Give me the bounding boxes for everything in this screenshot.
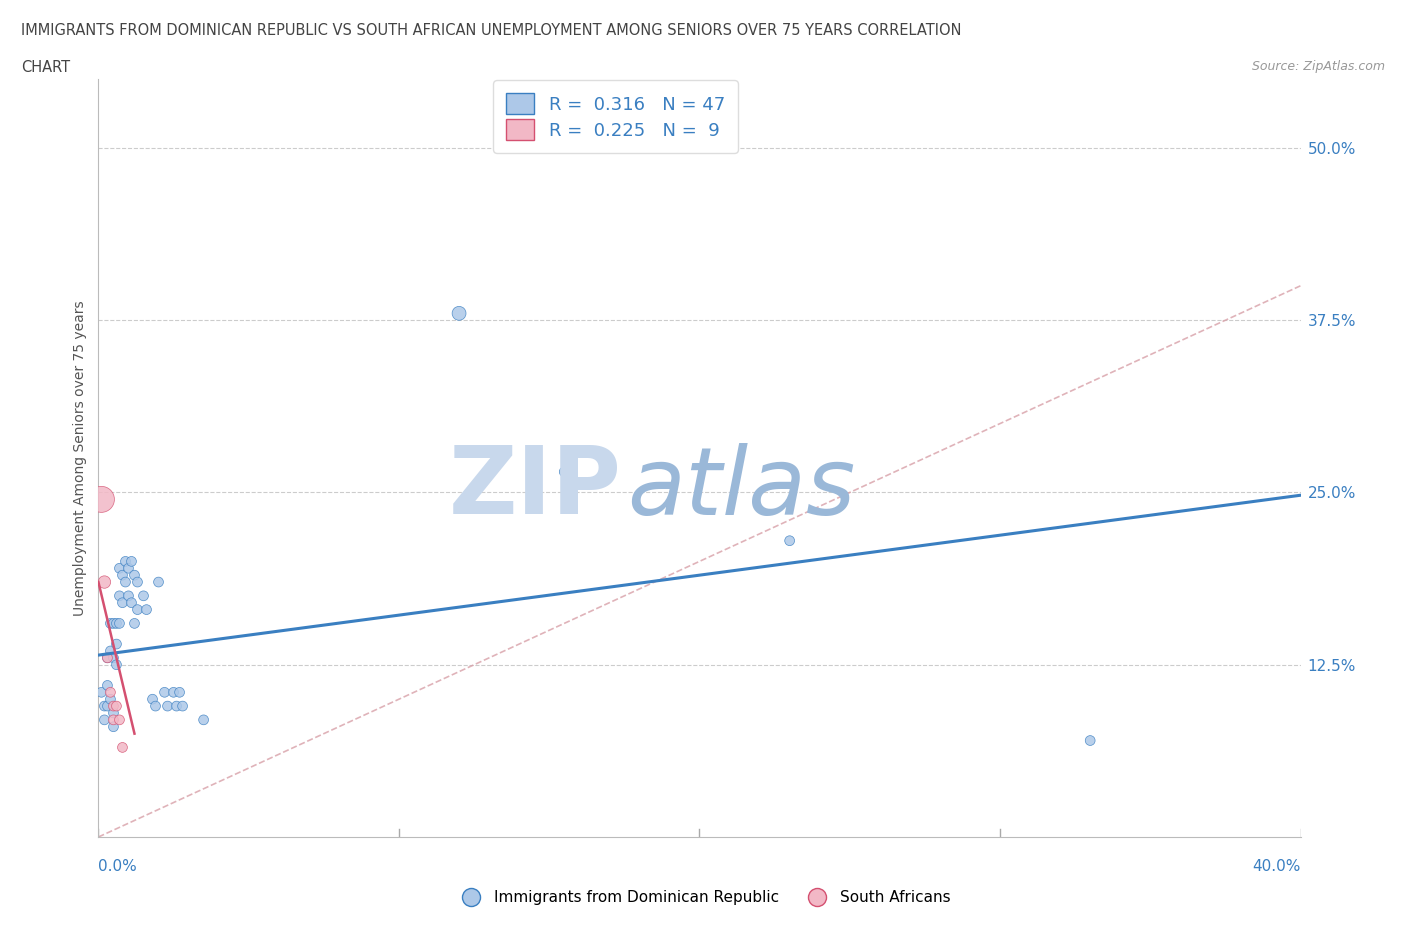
Point	[121, 554, 143, 569]
Point	[135, 603, 157, 618]
Point	[124, 567, 146, 582]
Point	[108, 616, 131, 631]
Point	[103, 616, 125, 631]
Point	[100, 644, 122, 658]
Point	[108, 561, 131, 576]
Text: CHART: CHART	[21, 60, 70, 75]
Point	[108, 589, 131, 604]
Point	[93, 712, 115, 727]
Text: Source: ZipAtlas.com: Source: ZipAtlas.com	[1251, 60, 1385, 73]
Point	[105, 698, 128, 713]
Point	[100, 692, 122, 707]
Point	[166, 698, 188, 713]
Point	[103, 719, 125, 734]
Point	[193, 712, 215, 727]
Point	[132, 589, 155, 604]
Point	[162, 684, 184, 699]
Point	[114, 554, 136, 569]
Point	[90, 492, 112, 507]
Point	[124, 616, 146, 631]
Point	[779, 533, 801, 548]
Point	[96, 678, 118, 693]
Point	[103, 698, 125, 713]
Point	[111, 595, 134, 610]
Point	[156, 698, 179, 713]
Point	[117, 589, 139, 604]
Point	[117, 561, 139, 576]
Point	[111, 740, 134, 755]
Point	[121, 595, 143, 610]
Point	[148, 575, 170, 590]
Point	[1078, 733, 1101, 748]
Point	[141, 692, 163, 707]
Point	[103, 706, 125, 721]
Point	[447, 306, 470, 321]
Text: IMMIGRANTS FROM DOMINICAN REPUBLIC VS SOUTH AFRICAN UNEMPLOYMENT AMONG SENIORS O: IMMIGRANTS FROM DOMINICAN REPUBLIC VS SO…	[21, 23, 962, 38]
Point	[105, 658, 128, 672]
Point	[153, 684, 176, 699]
Point	[127, 575, 149, 590]
Legend: Immigrants from Dominican Republic, South Africans: Immigrants from Dominican Republic, Sout…	[450, 884, 956, 911]
Point	[96, 650, 118, 665]
Text: atlas: atlas	[627, 443, 856, 534]
Point	[111, 567, 134, 582]
Point	[108, 712, 131, 727]
Point	[103, 650, 125, 665]
Y-axis label: Unemployment Among Seniors over 75 years: Unemployment Among Seniors over 75 years	[73, 300, 87, 616]
Point	[114, 575, 136, 590]
Point	[127, 603, 149, 618]
Point	[93, 575, 115, 590]
Point	[172, 698, 194, 713]
Point	[100, 616, 122, 631]
Point	[93, 698, 115, 713]
Text: 40.0%: 40.0%	[1253, 859, 1301, 874]
Point	[145, 698, 167, 713]
Point	[90, 684, 112, 699]
Point	[169, 684, 191, 699]
Point	[103, 712, 125, 727]
Legend: R =  0.316   N = 47, R =  0.225   N =  9: R = 0.316 N = 47, R = 0.225 N = 9	[494, 81, 738, 153]
Point	[105, 637, 128, 652]
Point	[96, 650, 118, 665]
Point	[96, 698, 118, 713]
Point	[105, 616, 128, 631]
Point	[100, 684, 122, 699]
Text: ZIP: ZIP	[449, 443, 621, 535]
Text: 0.0%: 0.0%	[98, 859, 138, 874]
Point	[553, 464, 575, 479]
